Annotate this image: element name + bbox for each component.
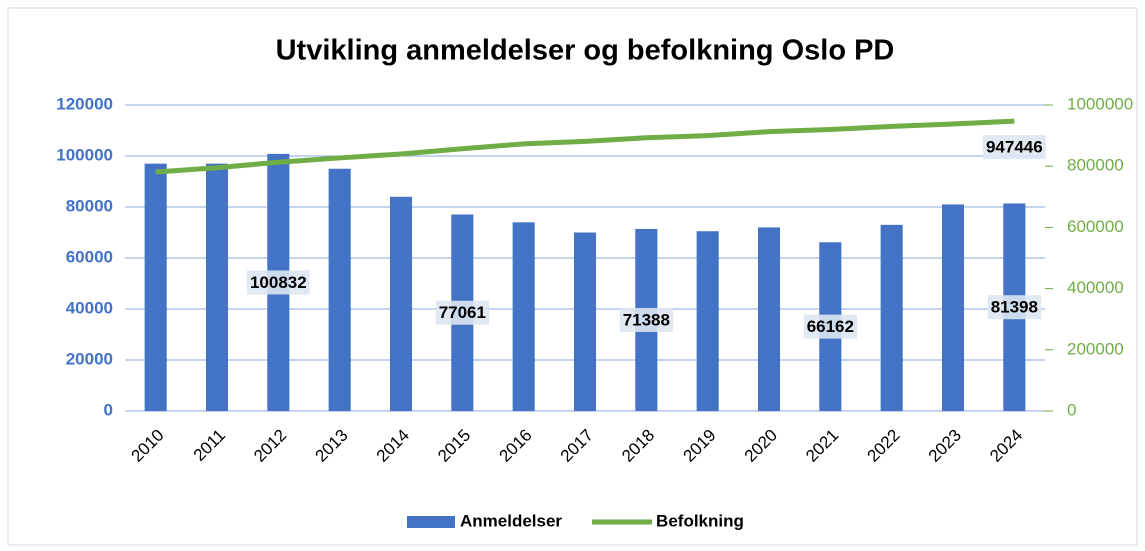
bar [205,163,229,411]
bar [880,224,903,411]
chart-title: Utvikling anmeldelser og befolkning Oslo… [276,35,895,67]
chart-frame [7,7,1138,546]
y2-tick-label: 400000 [1067,278,1124,297]
data-label: 66162 [807,317,854,336]
data-label-bg [619,307,673,332]
data-label: 71388 [623,310,670,329]
y2-tick-label: 800000 [1067,156,1124,175]
bar [328,168,351,411]
data-label: 947446 [986,138,1043,157]
data-label-bg [982,135,1046,160]
y2-tick-label: 600000 [1067,217,1124,236]
bar [696,231,719,411]
line [155,118,1015,175]
y-tick-label: 40000 [66,298,113,317]
bar [512,222,535,411]
y-tick-label: 20000 [66,349,113,368]
data-label-bg [987,295,1041,320]
y-tick-label: 0 [104,400,113,419]
y2-tick-label: 200000 [1067,339,1124,358]
y-tick-label: 100000 [56,145,113,164]
bar [389,196,413,411]
legend-swatch [407,516,455,528]
data-label-bg [246,270,310,295]
data-label: 100832 [250,273,307,292]
data-label: 81398 [991,298,1038,317]
y-tick-label: 120000 [56,94,113,113]
data-label-bg [803,314,857,339]
bar [144,163,167,411]
legend-label: Anmeldelser [460,511,562,530]
data-label: 77061 [439,303,486,322]
bar [573,232,597,411]
y-tick-label: 80000 [66,196,113,215]
y2-tick-label: 0 [1067,400,1076,419]
bar [757,227,781,411]
data-label-bg [435,300,489,325]
legend-label: Befolkning [656,511,744,530]
y-tick-label: 60000 [66,247,113,266]
y2-tick-label: 1000000 [1067,94,1133,113]
bar [941,204,965,411]
